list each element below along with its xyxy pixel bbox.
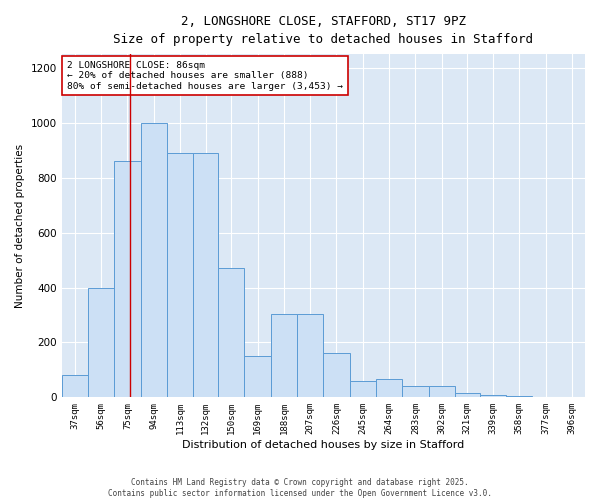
Bar [140,123,167,398]
Bar [480,394,506,398]
Bar [506,396,532,398]
Title: 2, LONGSHORE CLOSE, STAFFORD, ST17 9PZ
Size of property relative to detached hou: 2, LONGSHORE CLOSE, STAFFORD, ST17 9PZ S… [113,15,533,46]
Bar [193,153,218,398]
Bar [271,314,297,398]
Bar [114,161,140,398]
Text: 2 LONGSHORE CLOSE: 86sqm
← 20% of detached houses are smaller (888)
80% of semi-: 2 LONGSHORE CLOSE: 86sqm ← 20% of detach… [67,61,343,91]
Y-axis label: Number of detached properties: Number of detached properties [15,144,25,308]
Bar [244,356,271,398]
Bar [323,354,350,398]
Bar [218,268,244,398]
Bar [402,386,428,398]
Bar [428,386,455,398]
Bar [350,381,376,398]
Bar [297,314,323,398]
Bar [88,288,114,398]
X-axis label: Distribution of detached houses by size in Stafford: Distribution of detached houses by size … [182,440,464,450]
Text: Contains HM Land Registry data © Crown copyright and database right 2025.
Contai: Contains HM Land Registry data © Crown c… [108,478,492,498]
Bar [376,380,402,398]
Bar [62,376,88,398]
Bar [455,393,480,398]
Bar [167,153,193,398]
